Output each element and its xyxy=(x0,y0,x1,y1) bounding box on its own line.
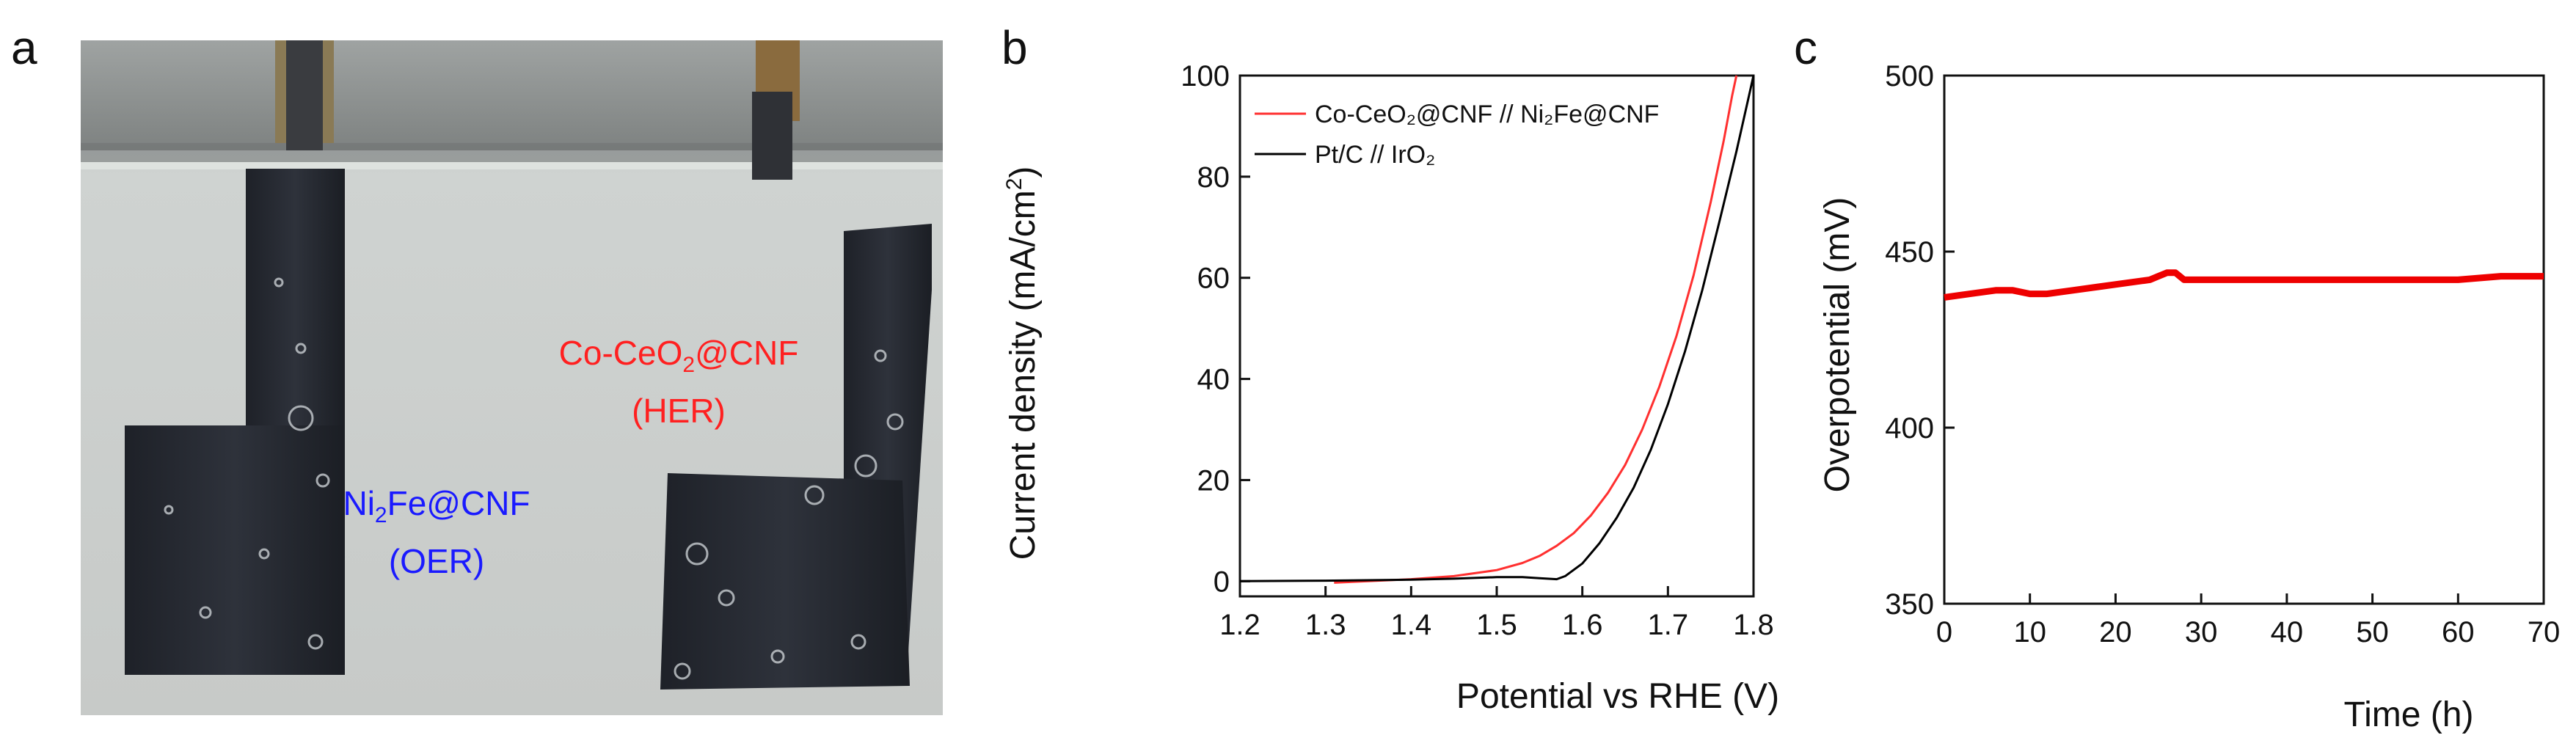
lsv-y-tick-label: 0 xyxy=(1214,566,1230,598)
stability-x-tick-label: 30 xyxy=(2185,616,2218,648)
stability-x-tick-label: 20 xyxy=(2099,616,2132,648)
stability-x-axis-label: Time (h) xyxy=(2344,695,2474,734)
stability-y-tick-label: 450 xyxy=(1885,236,1934,268)
stability-x-tick-label: 70 xyxy=(2528,616,2561,648)
lsv-x-tick-label: 1.8 xyxy=(1733,609,1774,641)
stability-x-tick-label: 40 xyxy=(2271,616,2304,648)
lsv-y-tick-label: 80 xyxy=(1197,161,1230,194)
legend-label-1: Pt/C // IrO₂ xyxy=(1315,141,1435,169)
lsv-chart: Current density (mA/cm2) Potential vs RH… xyxy=(1002,60,1779,716)
lsv-x-tick-label: 1.5 xyxy=(1476,609,1517,641)
lsv-x-tick-label: 1.3 xyxy=(1305,609,1346,641)
panel-label-a: a xyxy=(11,21,37,74)
panel-label-b: b xyxy=(1001,21,1028,74)
stability-x-tick-label: 60 xyxy=(2442,616,2475,648)
panel-label-c: c xyxy=(1794,21,1817,74)
lsv-x-tick-label: 1.4 xyxy=(1391,609,1432,641)
anode-formula: Ni2Fe@CNF xyxy=(343,484,530,528)
lsv-y-tick-label: 20 xyxy=(1197,464,1230,497)
legend-label-0: Co-CeO₂@CNF // Ni₂Fe@CNF xyxy=(1315,100,1659,128)
lsv-legend: Co-CeO₂@CNF // Ni₂Fe@CNF Pt/C // IrO₂ xyxy=(1255,100,1659,169)
stability-x-tick-label: 50 xyxy=(2356,616,2389,648)
lsv-series-line-0 xyxy=(1334,75,1738,584)
stability-y-tick-label: 400 xyxy=(1885,412,1934,445)
lsv-x-tick-label: 1.7 xyxy=(1648,609,1689,641)
stability-x-tick-label: 10 xyxy=(2013,616,2046,648)
electrolysis-photo-drawing xyxy=(81,40,943,715)
cathode-formula: Co-CeO2@CNF xyxy=(558,334,799,378)
lsv-y-tick-label: 100 xyxy=(1181,60,1230,92)
lsv-y-tick-label: 60 xyxy=(1197,263,1230,295)
electrolysis-photo: Co-CeO2@CNF (HER) Ni2Fe@CNF (OER) xyxy=(81,40,943,715)
cathode-label: Co-CeO2@CNF (HER) xyxy=(536,330,822,434)
stability-plot-frame xyxy=(1943,74,2545,605)
lsv-series-line-1 xyxy=(1239,75,1755,582)
stability-x-tick-label: 0 xyxy=(1936,616,1952,648)
stability-chart: Overpotential (mV) Time (h) 0 10 20 30 40 50 6… xyxy=(1818,60,2561,734)
lsv-x-axis-label: Potential vs RHE (V) xyxy=(1456,677,1779,716)
lsv-x-tick-label: 1.6 xyxy=(1562,609,1603,641)
anode-label: Ni2Fe@CNF (OER) xyxy=(330,480,543,584)
stability-series-line-0 xyxy=(1944,269,2544,301)
lsv-y-axis-label: Current density (mA/cm2) xyxy=(1002,167,1043,560)
lsv-x-tick-label: 1.2 xyxy=(1219,609,1260,641)
stability-y-tick-label: 500 xyxy=(1885,60,1934,92)
lsv-y-tick-label: 40 xyxy=(1197,364,1230,396)
anode-role: (OER) xyxy=(388,542,485,581)
stability-y-tick-label: 350 xyxy=(1885,588,1934,621)
cathode-role: (HER) xyxy=(632,392,726,431)
stability-y-axis-label: Overpotential (mV) xyxy=(1818,197,1857,493)
